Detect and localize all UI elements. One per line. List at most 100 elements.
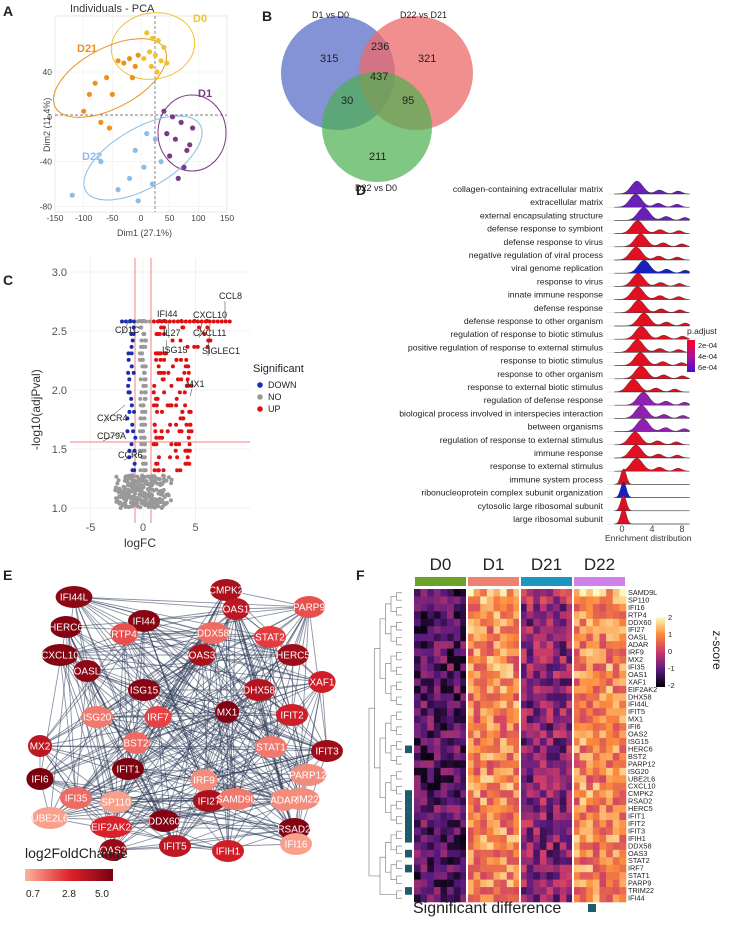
heatmap-cell	[493, 790, 501, 798]
heatmap-cell	[579, 730, 587, 739]
ellipse-d1	[157, 94, 227, 172]
heatmap-cell	[520, 670, 527, 679]
heatmap-significant-mark	[405, 887, 412, 895]
heatmap-cell	[592, 842, 600, 851]
network-node: DHX58	[243, 679, 276, 701]
heatmap-cell	[486, 790, 494, 798]
heatmap-dendrogram-branch	[396, 875, 402, 884]
heatmap-cell	[433, 589, 441, 597]
heatmap-cell	[493, 842, 501, 851]
network-node-shape	[289, 764, 327, 786]
heatmap-cell	[473, 641, 481, 649]
heatmap-cell	[586, 842, 594, 851]
heatmap-cell	[433, 700, 441, 709]
heatmap-gene-label: IFI35	[628, 663, 645, 672]
network-edge	[73, 596, 237, 610]
heatmap-cell	[414, 857, 421, 866]
heatmap-cell	[513, 775, 521, 784]
heatmap-footer: Significant difference	[413, 900, 561, 917]
heatmap-cell	[586, 663, 594, 672]
heatmap-cell	[559, 820, 567, 828]
heatmap-cell	[619, 775, 627, 784]
heatmap-cell	[493, 767, 501, 776]
heatmap-cell	[467, 797, 474, 806]
heatmap-cell	[539, 596, 547, 605]
heatmap-cell	[486, 730, 494, 739]
heatmap-cell	[612, 760, 620, 769]
network-edge	[39, 716, 159, 780]
volcano-point-top	[163, 319, 168, 324]
volcano-point-no	[139, 476, 144, 481]
heatmap-cell	[414, 633, 421, 642]
heatmap-cell	[433, 767, 441, 776]
heatmap-cell	[440, 805, 448, 813]
heatmap-cell	[533, 648, 541, 657]
heatmap-cell	[460, 857, 468, 866]
ridge-density	[614, 286, 690, 300]
heatmap-cell	[486, 670, 494, 679]
network-node-shape	[128, 610, 160, 632]
heatmap-cell	[526, 872, 534, 880]
volcano-point-up	[169, 442, 174, 447]
heatmap-cell	[420, 790, 428, 798]
heatmap-cell	[447, 596, 455, 605]
heatmap-cell	[447, 678, 455, 687]
heatmap-cell	[592, 820, 600, 828]
volcano-point-no	[140, 461, 145, 466]
volcano-point-no	[137, 448, 142, 453]
heatmap-cell	[592, 618, 600, 627]
heatmap-cell	[513, 685, 521, 694]
volcano-point-up	[165, 429, 170, 434]
heatmap-cell	[500, 618, 508, 627]
heatmap-cell	[433, 678, 441, 687]
heatmap-cell	[579, 656, 587, 664]
heatmap-cell	[467, 738, 474, 746]
heatmap-cell	[420, 723, 428, 731]
pca-point-d1	[161, 108, 167, 114]
volcano-point-up	[184, 357, 189, 362]
heatmap-cell	[460, 767, 468, 776]
heatmap-dendrogram-branch	[396, 726, 402, 735]
heatmap-cell	[539, 626, 547, 635]
volcano-point-up	[153, 351, 158, 356]
heatmap-cell	[467, 745, 474, 754]
heatmap-cell	[500, 752, 508, 761]
heatmap-cell	[447, 723, 455, 731]
heatmap-cell	[460, 879, 468, 888]
heatmap-cell	[592, 648, 600, 657]
heatmap-dendrogram-branch	[396, 622, 402, 631]
heatmap-cell	[486, 678, 494, 687]
volcano-point-up	[174, 422, 179, 427]
volcano-point-no	[126, 505, 131, 510]
heatmap-cell	[460, 603, 468, 612]
heatmap-cell	[473, 797, 481, 806]
pca-point-d22	[158, 159, 164, 165]
heatmap-cell	[553, 648, 561, 657]
volcano-point-up	[157, 331, 162, 336]
heatmap-cell	[486, 834, 494, 843]
heatmap-cell	[612, 730, 620, 739]
heatmap-cell	[493, 887, 501, 895]
heatmap-cell	[566, 842, 574, 851]
heatmap-cell	[546, 648, 554, 657]
heatmap-cell	[539, 715, 547, 724]
heatmap-cell	[500, 641, 508, 649]
heatmap-cell	[546, 708, 554, 716]
network-node: IFI44	[128, 610, 160, 632]
heatmap-cell	[467, 820, 474, 828]
heatmap-cell	[500, 894, 508, 903]
heatmap-cell	[480, 611, 488, 620]
heatmap-cell	[619, 685, 627, 694]
heatmap-cell	[513, 730, 521, 739]
network-edge	[65, 626, 302, 800]
heatmap-cell	[486, 626, 494, 635]
heatmap-cell	[612, 782, 620, 791]
heatmap-cell	[546, 633, 554, 642]
heatmap-dendrogram-branch	[390, 774, 397, 791]
heatmap-cell	[566, 656, 574, 664]
heatmap-cell	[493, 589, 501, 597]
heatmap-cell	[433, 626, 441, 635]
heatmap-cell	[573, 820, 580, 828]
heatmap-legend-tick: 1	[668, 630, 672, 639]
